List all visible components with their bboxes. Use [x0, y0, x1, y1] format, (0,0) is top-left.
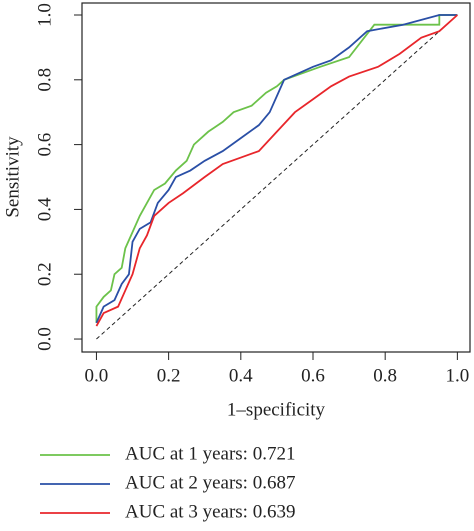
plot-frame — [81, 2, 471, 353]
legend-label: AUC at 2 years: 0.687 — [125, 472, 295, 493]
reference-diagonal — [96, 14, 458, 340]
y-tick-label: 1.0 — [34, 3, 55, 27]
y-tick-label: 0.8 — [34, 68, 55, 92]
x-tick-label: 1.0 — [445, 365, 469, 386]
x-tick-label: 0.2 — [157, 365, 181, 386]
legend-label: AUC at 3 years: 0.639 — [125, 501, 295, 522]
y-tick-label: 0.0 — [34, 327, 55, 351]
roc-curve — [95, 14, 458, 327]
legend-label: AUC at 1 years: 0.721 — [125, 443, 295, 464]
roc-curve — [95, 14, 458, 324]
x-tick-label: 0.4 — [229, 365, 253, 386]
x-tick-label: 0.8 — [373, 365, 397, 386]
y-tick-label: 0.6 — [34, 133, 55, 157]
x-tick-label: 0.6 — [301, 365, 325, 386]
x-axis-label: 1–specificity — [227, 399, 326, 420]
x-tick-label: 0.0 — [85, 365, 109, 386]
y-axis-label: Sensitivity — [2, 136, 23, 218]
y-tick-label: 0.4 — [34, 197, 55, 221]
roc-curve — [95, 14, 458, 323]
y-tick-label: 0.2 — [34, 262, 55, 286]
